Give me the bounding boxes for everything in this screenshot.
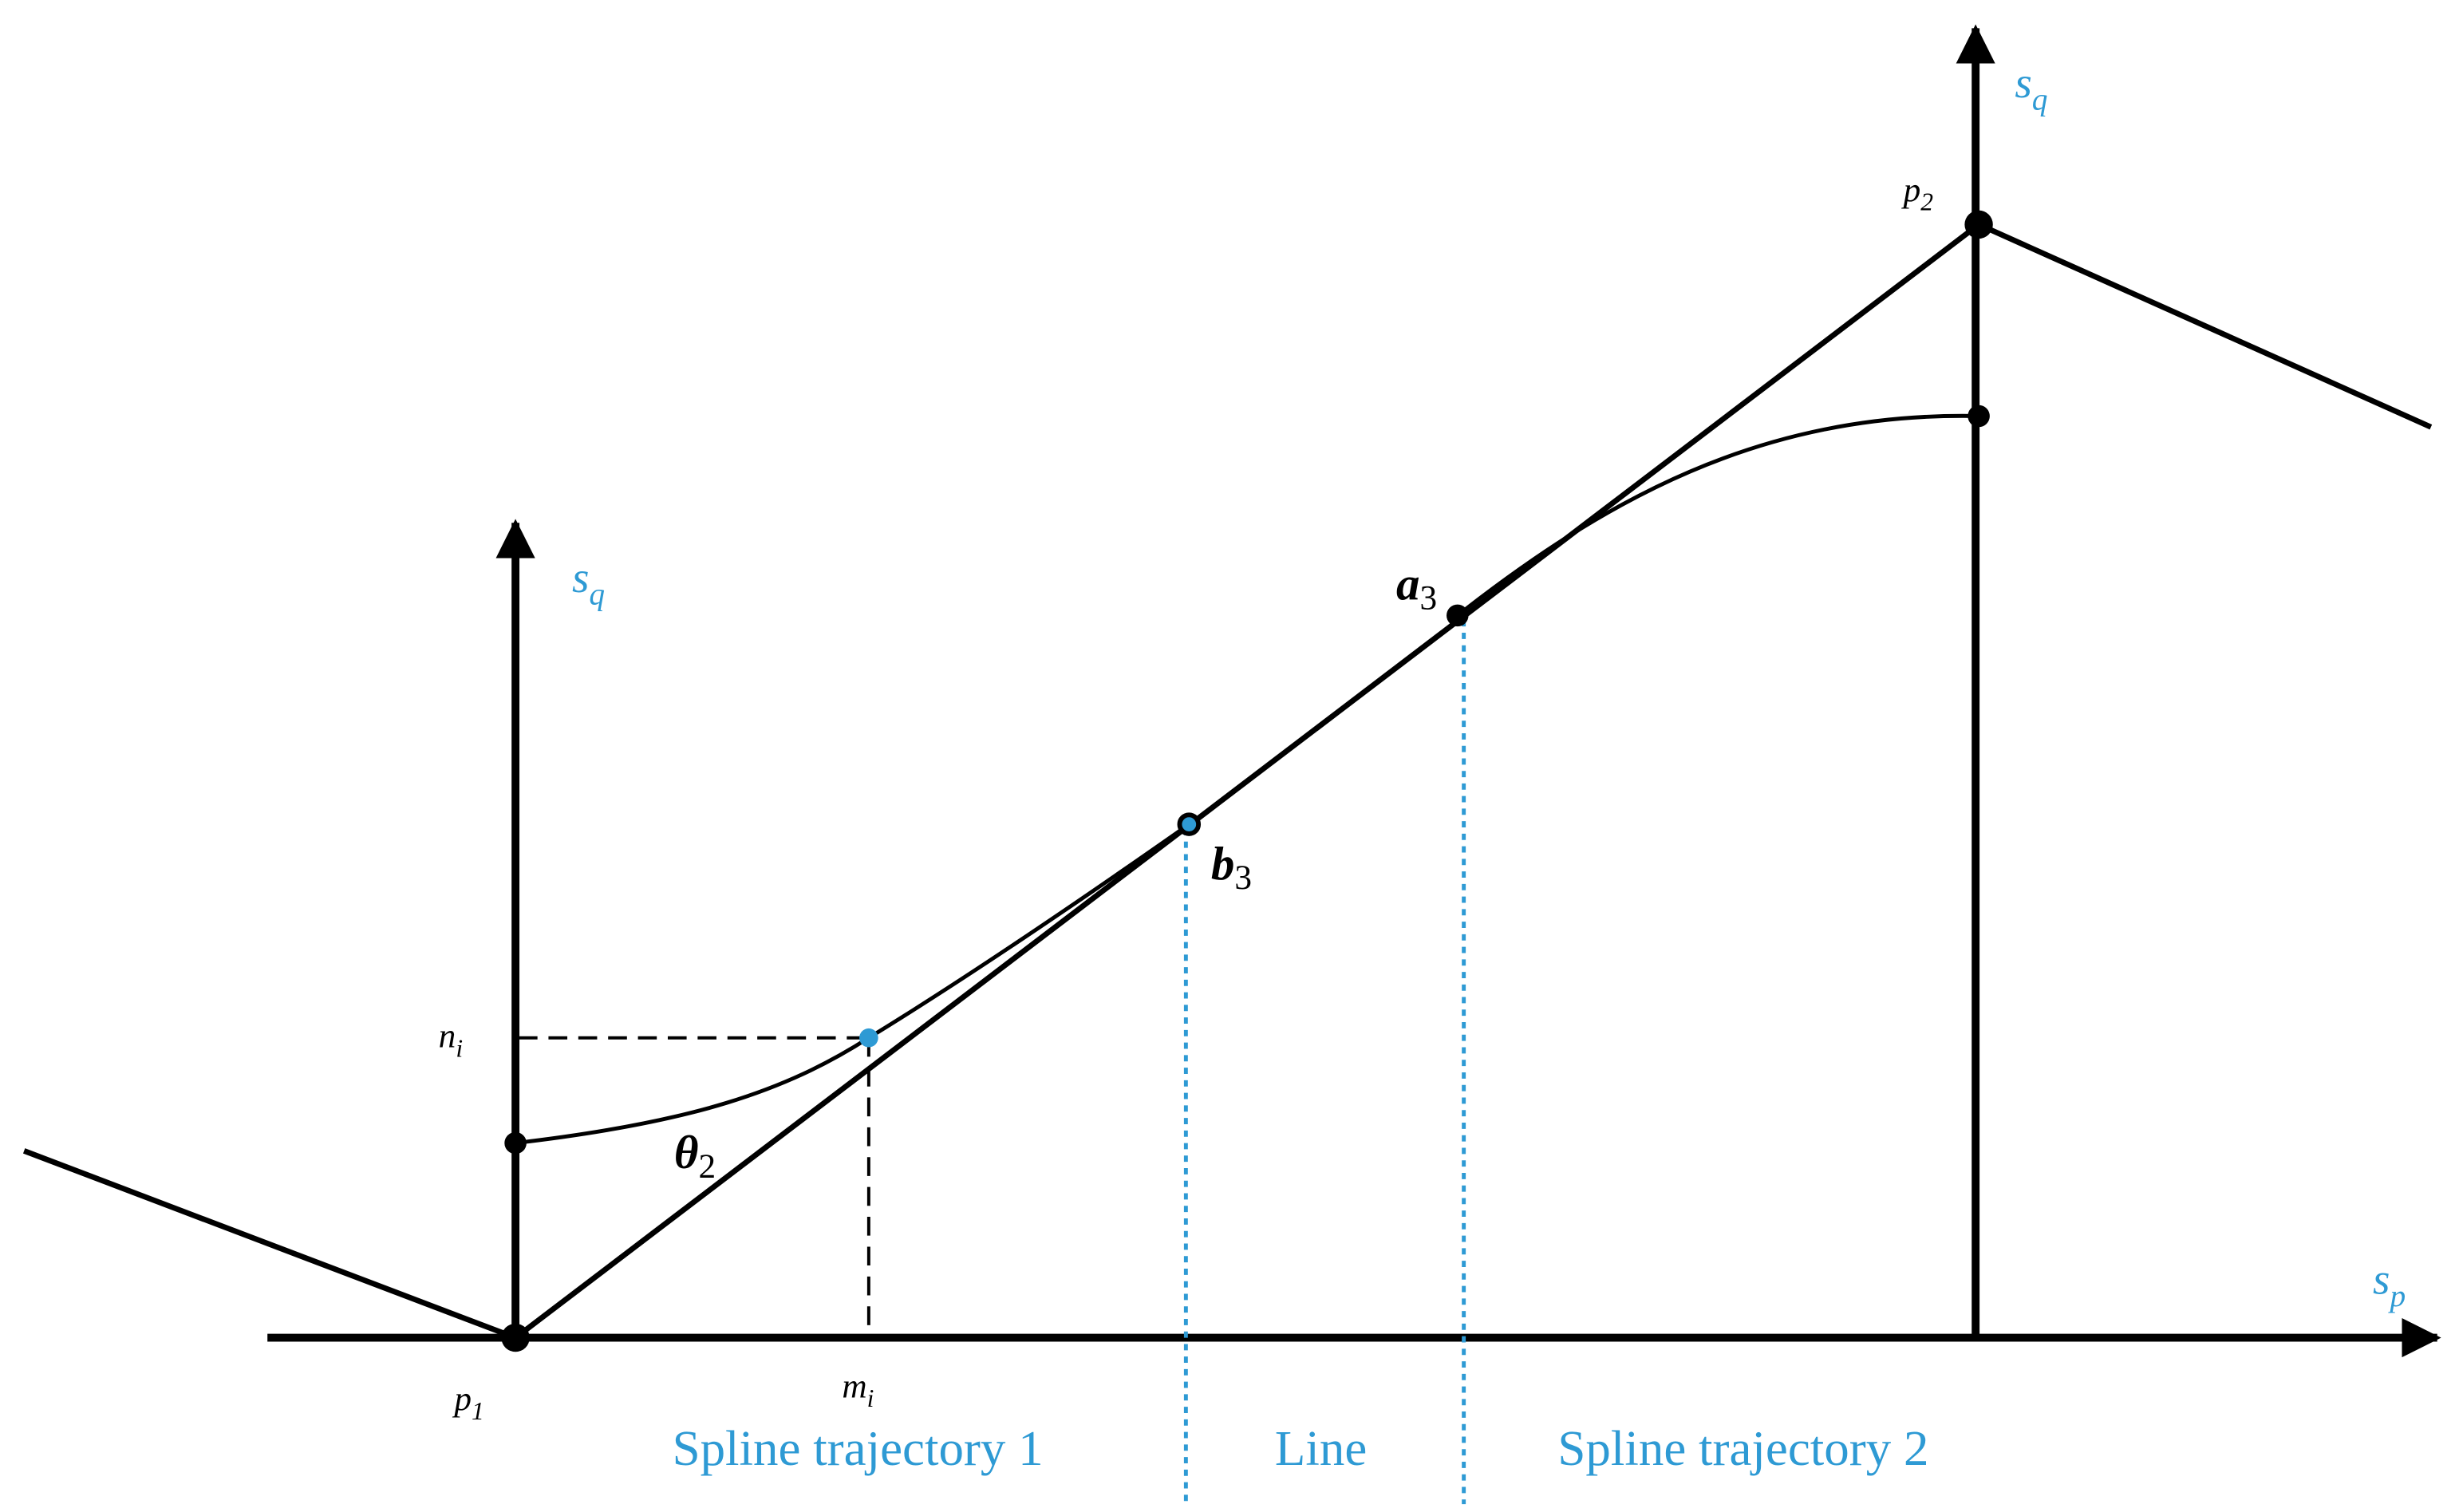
point (1447, 604, 1469, 627)
symbol: θ (674, 1126, 699, 1178)
symbol: a (1396, 558, 1420, 610)
symbol: b (1211, 837, 1235, 890)
labels: sq sq sp p2 p1 ni mi a3 b3 θ2 Spline tra… (439, 58, 2406, 1476)
symbol: s (572, 553, 589, 602)
symbol: s (2373, 1254, 2390, 1303)
symbol: m (842, 1367, 866, 1405)
symbol: p (1901, 171, 1921, 209)
point (859, 1028, 878, 1048)
point (504, 1131, 527, 1155)
point (501, 1323, 530, 1352)
symbol: s (2015, 58, 2031, 107)
subscript: 3 (1234, 859, 1252, 897)
incoming-line (22, 1148, 517, 1340)
lines (22, 24, 2441, 1505)
point-label: a3 (1396, 558, 1437, 618)
point-label: b3 (1211, 837, 1252, 897)
points (501, 210, 1993, 1352)
point-label: mi (842, 1367, 874, 1412)
region-label: Spline trajectory 2 (1557, 1420, 1928, 1476)
subscript: 1 (472, 1397, 484, 1425)
subscript: 2 (698, 1147, 716, 1186)
main-line (514, 222, 1981, 1340)
angle-label: θ2 (674, 1126, 716, 1186)
region-label: Line (1275, 1420, 1367, 1476)
subscript: 2 (1920, 188, 1933, 216)
subscript: 3 (1420, 579, 1438, 618)
spline-2 (1456, 413, 1979, 618)
point (1964, 210, 1993, 239)
subscript: q (589, 577, 605, 612)
axis-label: sp (2373, 1254, 2406, 1313)
point-label: p2 (1901, 171, 1934, 216)
axis-label: sq (2015, 58, 2047, 117)
symbol: p (452, 1380, 472, 1418)
spline-1 (515, 823, 1190, 1146)
region-label: Spline trajectory 1 (673, 1420, 1044, 1476)
symbol: n (439, 1017, 456, 1056)
point (1968, 405, 1990, 428)
point-label: ni (439, 1017, 463, 1063)
subscript: p (2387, 1278, 2406, 1313)
point (1177, 812, 1202, 836)
subscript: i (867, 1384, 874, 1412)
subscript: i (456, 1034, 463, 1062)
point-label: p1 (452, 1380, 484, 1425)
outgoing-line (1977, 222, 2433, 430)
axis-label: sq (572, 553, 605, 612)
subscript: q (2032, 82, 2048, 117)
